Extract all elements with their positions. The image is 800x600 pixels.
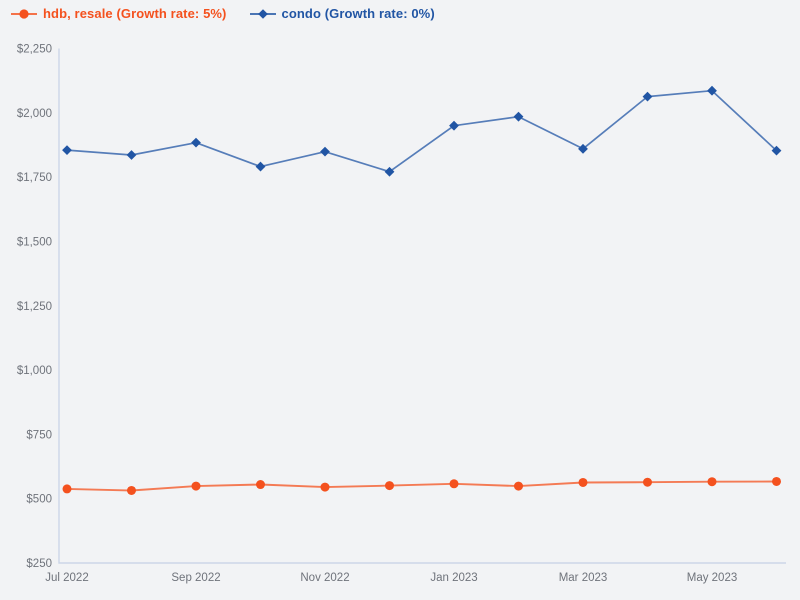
x-tick-label: May 2023 [687,572,738,584]
series-hdb-resale-line [66,480,777,492]
legend-label-hdb-resale: hdb, resale (Growth rate: 5%) [43,6,227,21]
condo-data-point[interactable] [191,137,201,148]
y-tick-label: $1,000 [17,365,52,377]
hdb-series-swatch-icon [11,8,37,19]
series-hdb-resale [62,476,781,495]
hdb-resale-data-point[interactable] [449,479,459,489]
y-tick-label: $2,000 [17,108,52,120]
legend-item-condo[interactable]: condo (Growth rate: 0%) [249,6,435,21]
condo-data-point[interactable] [771,145,782,156]
y-tick-label: $2,250 [17,44,52,56]
series-condo-line [66,89,778,173]
condo-data-point[interactable] [255,161,266,172]
condo-data-point[interactable] [384,166,395,177]
y-tick-label: $1,750 [17,172,52,184]
axis-lines [58,48,786,564]
legend-label-condo: condo (Growth rate: 0%) [281,6,435,21]
x-tick-label: Mar 2023 [559,572,608,584]
condo-series-swatch-icon [249,8,276,19]
y-tick-label: $1,500 [17,236,52,248]
legend-item-hdb-resale[interactable]: hdb, resale (Growth rate: 5%) [10,6,227,21]
hdb-resale-data-point[interactable] [320,482,330,492]
chart-legend: hdb, resale (Growth rate: 5%) condo (Gro… [10,6,435,21]
hdb-resale-data-point[interactable] [578,477,588,487]
y-tick-label: $500 [26,494,52,506]
hdb-resale-data-point[interactable] [643,477,652,487]
x-tick-label: Nov 2022 [300,572,349,584]
x-tick-label: Sep 2022 [171,572,220,584]
hdb-resale-data-point[interactable] [191,481,201,491]
condo-data-point[interactable] [62,145,72,156]
hdb-resale-data-point[interactable] [385,481,394,491]
y-tick-label: $750 [26,429,52,441]
x-tick-label: Jul 2022 [45,572,88,584]
hdb-resale-data-point[interactable] [127,485,136,495]
y-tick-label: $1,250 [17,301,52,313]
hdb-resale-data-point[interactable] [62,484,72,494]
condo-data-point[interactable] [513,111,524,122]
hdb-resale-data-point[interactable] [772,476,781,486]
series-condo [62,85,782,177]
hdb-resale-data-point[interactable] [707,477,717,487]
x-tick-label: Jan 2023 [430,572,477,584]
condo-data-point[interactable] [578,143,588,154]
condo-data-point[interactable] [642,91,653,102]
condo-data-point[interactable] [707,85,717,96]
y-tick-label: $250 [26,558,52,570]
condo-data-point[interactable] [449,120,459,131]
condo-data-point[interactable] [320,146,330,157]
hdb-resale-data-point[interactable] [256,480,265,490]
hdb-resale-data-point[interactable] [514,481,523,491]
condo-data-point[interactable] [126,150,137,160]
